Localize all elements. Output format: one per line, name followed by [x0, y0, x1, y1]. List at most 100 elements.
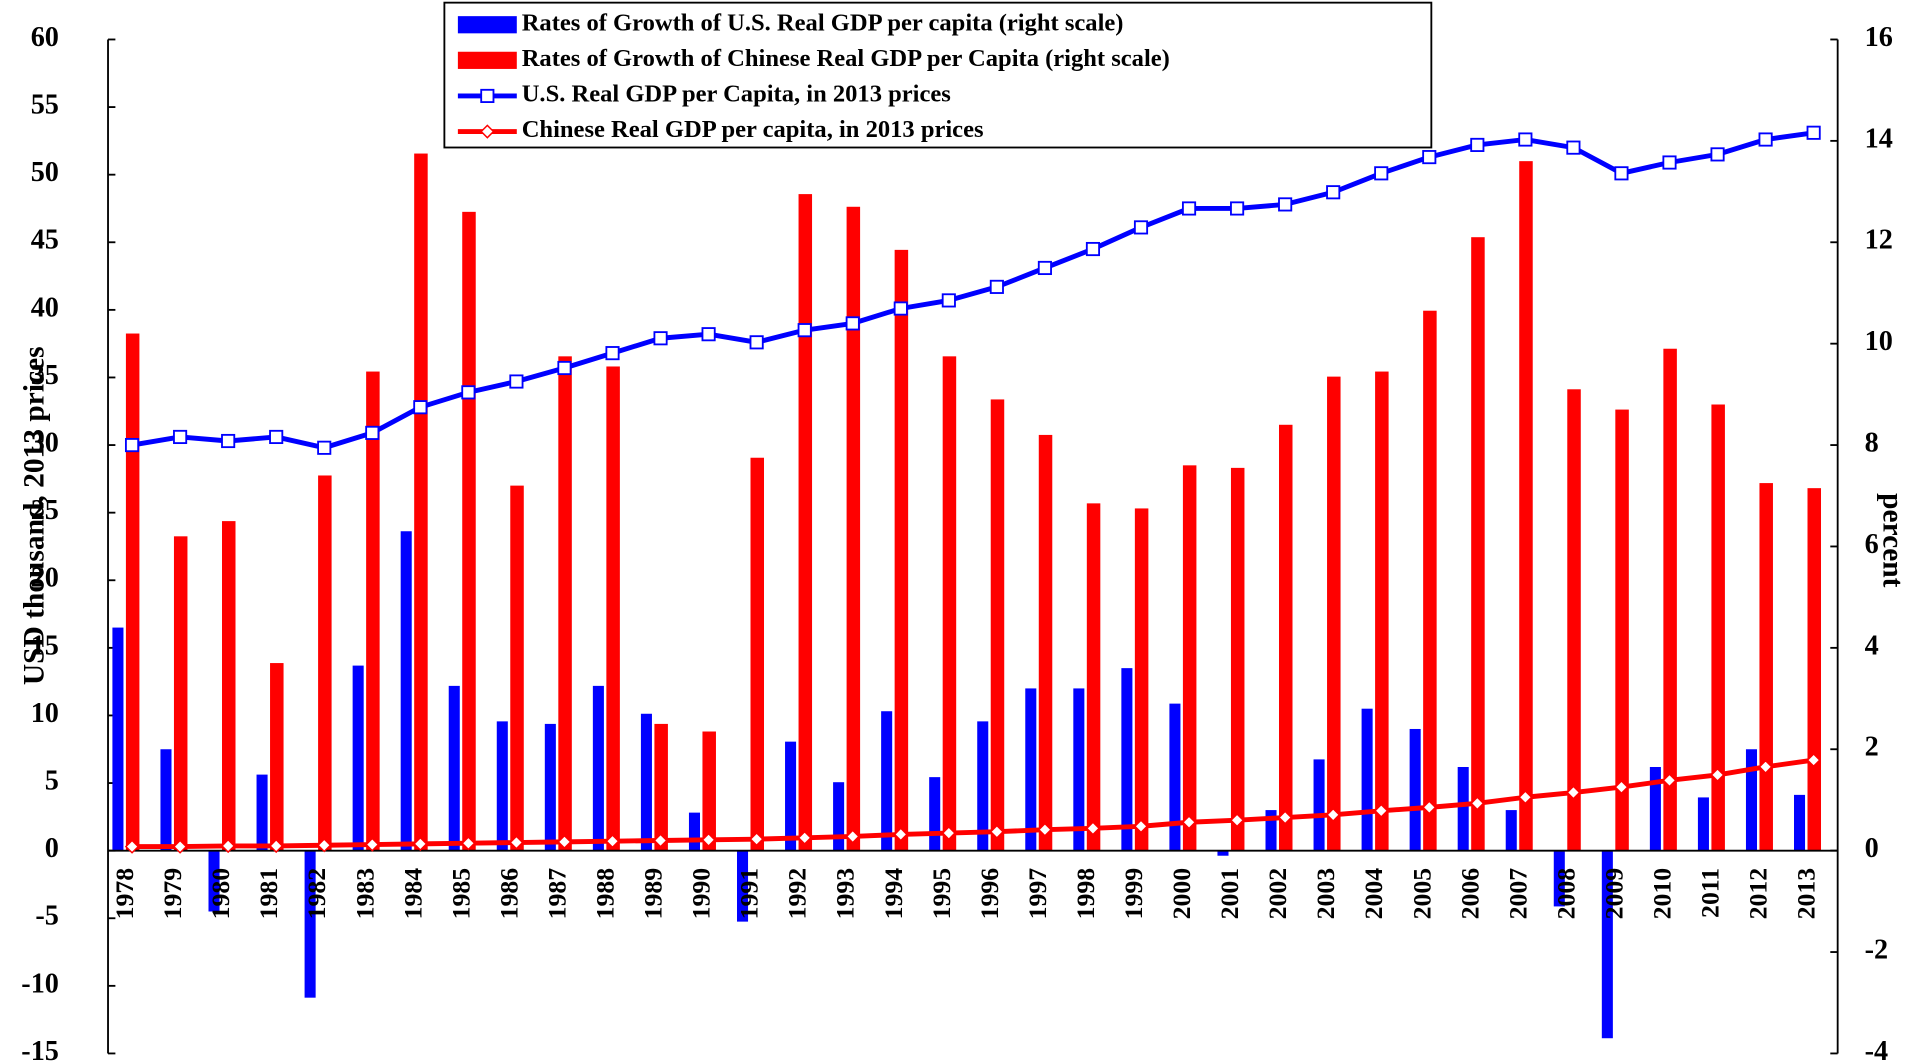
bar — [1807, 488, 1822, 851]
bar — [654, 723, 668, 851]
x-tick-label: 2001 — [1215, 868, 1244, 920]
y2-tick-label: 16 — [1865, 22, 1893, 53]
x-tick-label: 1986 — [494, 868, 523, 920]
bar — [798, 194, 813, 851]
line-marker — [461, 836, 476, 851]
bar — [1567, 389, 1581, 851]
y-tick-label: -5 — [35, 901, 59, 932]
y2-tick-label: -2 — [1865, 935, 1889, 966]
line-marker — [989, 279, 1004, 294]
line-marker — [1326, 185, 1341, 200]
x-tick-label: 2010 — [1648, 868, 1677, 920]
line-marker — [605, 834, 620, 849]
line-marker — [1229, 813, 1245, 828]
legend-swatch — [457, 51, 517, 69]
legend-label: Rates of Growth of U.S. Real GDP per cap… — [522, 9, 1124, 36]
x-tick-label: 1989 — [639, 868, 668, 920]
bar — [112, 627, 124, 851]
line-marker — [557, 834, 572, 850]
line — [131, 130, 1814, 451]
line-marker — [701, 832, 716, 848]
legend-marker — [480, 88, 495, 104]
bar — [1601, 850, 1613, 1039]
line-marker — [1614, 779, 1629, 795]
x-tick-label: 1999 — [1119, 868, 1148, 920]
bar — [544, 723, 556, 851]
bar — [1759, 483, 1773, 851]
line-marker — [1230, 201, 1245, 216]
line-marker — [1278, 197, 1293, 212]
legend-swatch — [457, 16, 517, 34]
bar — [160, 749, 172, 851]
x-tick-label: 1991 — [735, 868, 764, 920]
x-tick-label: 2004 — [1359, 868, 1388, 920]
line-marker — [797, 323, 812, 338]
bar — [510, 485, 524, 851]
y-tick-label: -10 — [21, 968, 59, 999]
bar — [833, 782, 845, 851]
line-marker — [173, 429, 188, 445]
legend-marker — [480, 124, 495, 139]
bar — [942, 356, 957, 851]
line-marker — [1037, 822, 1053, 837]
bar — [1121, 668, 1133, 851]
bar — [558, 356, 572, 851]
line-marker — [653, 833, 668, 848]
x-tick-label: 1979 — [158, 868, 187, 920]
x-tick-label: 2008 — [1551, 868, 1580, 920]
x-tick-label: 2006 — [1455, 868, 1484, 920]
y-tick-label: 45 — [31, 225, 59, 256]
line-marker — [1374, 166, 1389, 181]
x-tick-label: 2002 — [1263, 868, 1292, 920]
x-tick-label: 1985 — [446, 868, 475, 920]
line-marker — [845, 829, 860, 844]
y2-tick-label: -4 — [1865, 1036, 1889, 1061]
bar — [1086, 503, 1101, 851]
line-marker — [1710, 147, 1725, 162]
bar — [1313, 759, 1325, 851]
line-marker — [893, 301, 908, 316]
line-marker — [220, 838, 236, 854]
y2-tick-label: 0 — [1865, 833, 1879, 864]
y-tick-label: 0 — [45, 833, 59, 864]
bar — [1327, 376, 1341, 851]
bar — [352, 665, 364, 851]
line-marker — [509, 374, 524, 389]
line-marker — [1806, 125, 1821, 140]
x-tick-label: 1997 — [1023, 868, 1052, 920]
y-axis-label: USD thousand, 2013 prices — [19, 346, 51, 685]
line-marker — [989, 824, 1005, 839]
y-tick-label: 20 — [31, 563, 59, 594]
bar — [256, 774, 268, 851]
bar — [222, 521, 236, 851]
line-marker — [1566, 785, 1581, 800]
line-marker — [1566, 140, 1581, 155]
line-marker — [124, 438, 140, 453]
bar — [846, 206, 861, 851]
y-tick-label: 35 — [31, 360, 59, 391]
y2-tick-label: 4 — [1865, 630, 1879, 661]
bar — [592, 685, 604, 851]
x-tick-label: 1984 — [398, 868, 427, 920]
line-marker — [1662, 155, 1677, 170]
bar — [1697, 797, 1709, 851]
x-tick-label: 1987 — [542, 868, 571, 920]
y2-tick-label: 12 — [1865, 225, 1893, 256]
line-marker — [797, 830, 812, 845]
legend-label: Rates of Growth of Chinese Real GDP per … — [522, 45, 1170, 72]
bar — [400, 531, 412, 851]
x-tick-label: 1980 — [206, 868, 235, 920]
bar — [1230, 467, 1245, 851]
line-marker — [365, 425, 380, 440]
y2-tick-label: 10 — [1865, 326, 1893, 357]
bar — [1471, 237, 1485, 851]
x-tick-label: 1982 — [302, 868, 331, 920]
line-marker — [461, 385, 476, 400]
line-marker — [317, 440, 332, 455]
bar — [1279, 424, 1293, 851]
bar — [1711, 404, 1725, 851]
x-tick-label: 1996 — [975, 868, 1004, 920]
bar — [750, 457, 765, 851]
bar — [366, 371, 380, 851]
